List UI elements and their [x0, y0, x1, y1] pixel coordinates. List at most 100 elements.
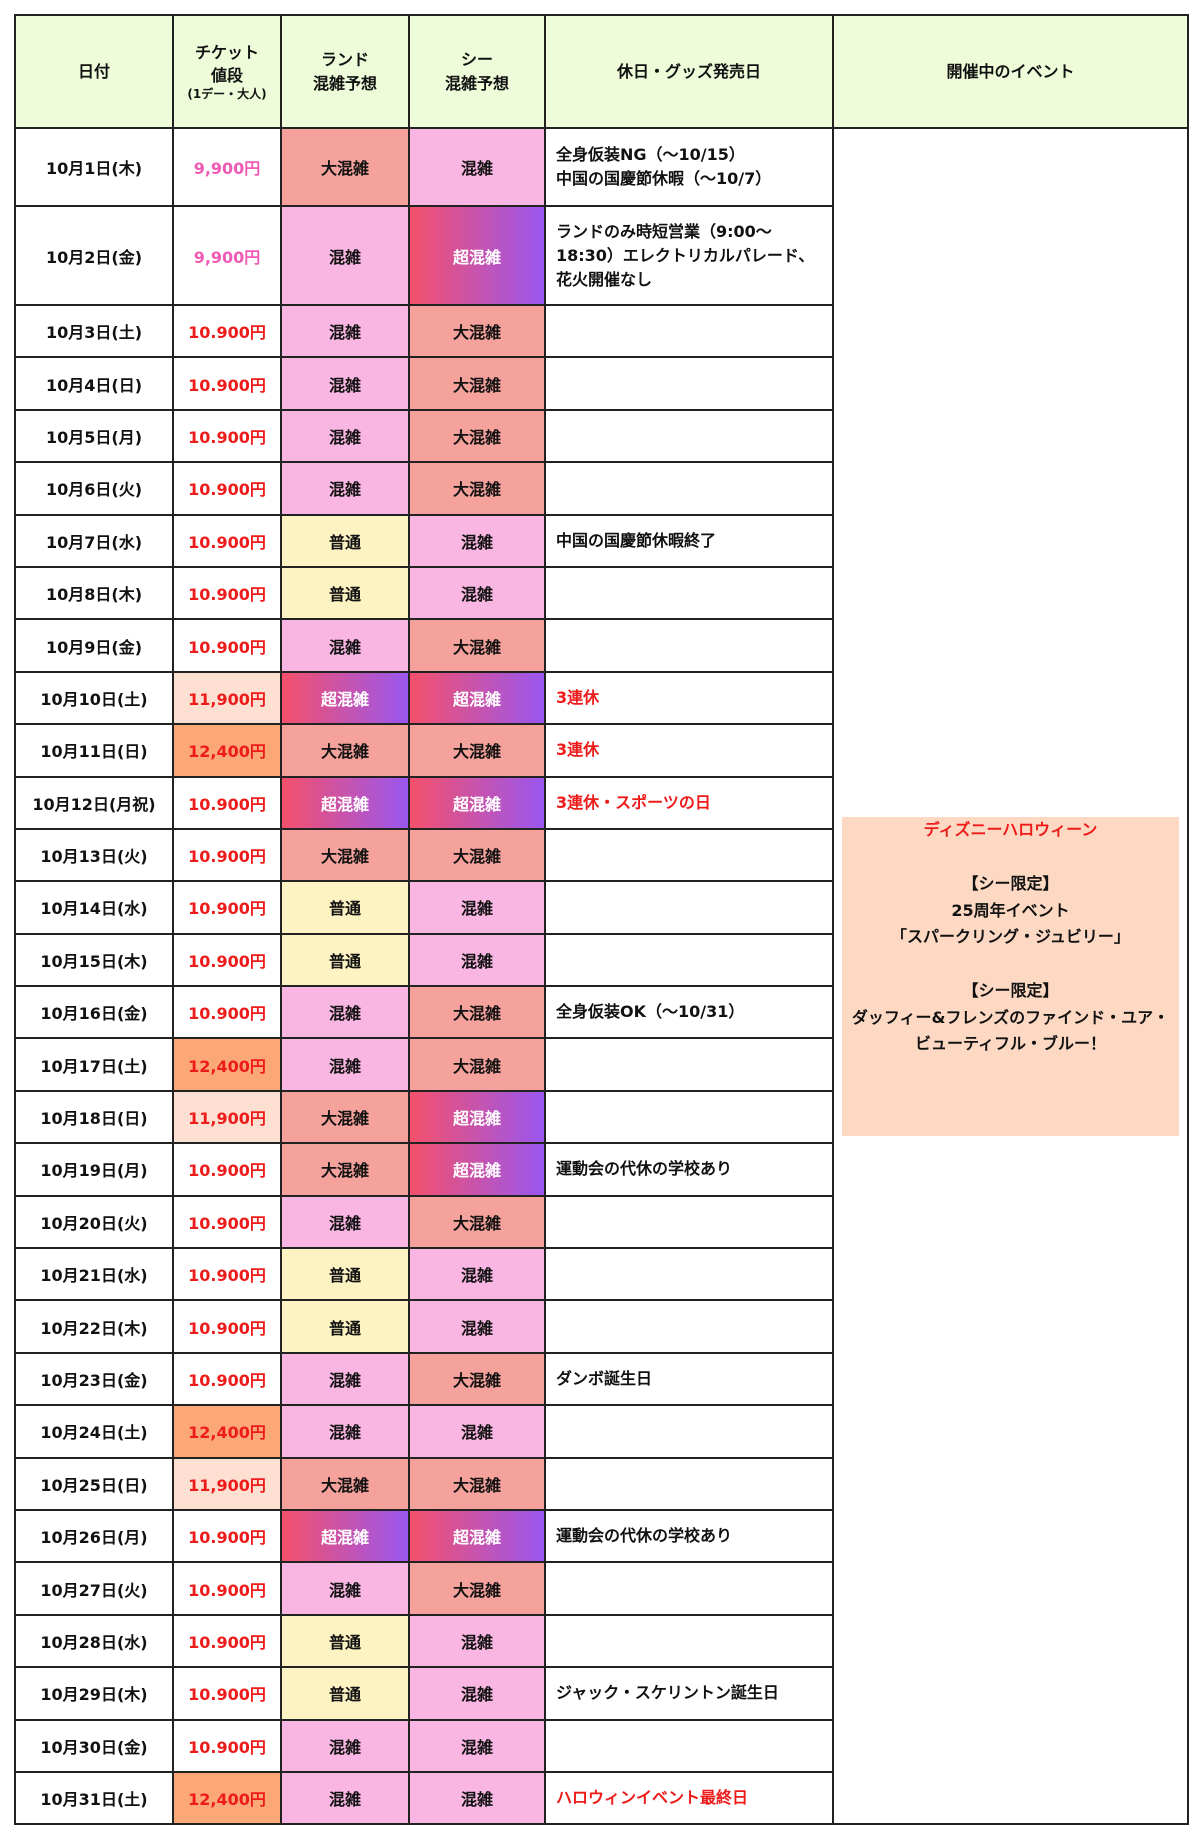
note-cell: [544, 1456, 834, 1511]
header-cell: 日付: [14, 14, 174, 129]
sea-crowd-cell: 混雑: [408, 880, 546, 935]
price-cell: 12,400円: [172, 1037, 282, 1092]
land-crowd-cell: 普通: [280, 1666, 410, 1721]
land-crowd-cell: 混雑: [280, 618, 410, 673]
sea-crowd-cell: 大混雑: [408, 1561, 546, 1616]
land-crowd-cell: 混雑: [280, 356, 410, 411]
date-cell: 10月7日(水): [14, 513, 174, 568]
date-cell: 10月20日(火): [14, 1194, 174, 1250]
table-row: 10月12日(月祝) 10.900円 超混雑 超混雑 3連休・スポーツの日: [14, 775, 1188, 830]
table-row: 10月21日(水) 10.900円 普通 混雑: [14, 1247, 1188, 1302]
note-cell: [544, 1194, 834, 1250]
schedule-table: 日付 チケット 値段 (1デー・大人) ランド 混雑予想 シー 混雑予想 休日・グッズ発売日 開催…: [14, 14, 1189, 1826]
date-cell: 10月24日(土): [14, 1404, 174, 1459]
land-crowd-cell: 混雑: [280, 1037, 410, 1092]
date-cell: 10月19日(月): [14, 1142, 174, 1197]
table-row: 10月23日(金) 10.900円 混雑 大混雑 ダンボ誕生日: [14, 1351, 1188, 1407]
table-row: 10月2日(金) 9,900円 混雑 超混雑 ランドのみ時短営業（9:00〜18:30）…: [14, 205, 1188, 306]
date-cell: 10月6日(火): [14, 461, 174, 516]
table-row: 10月27日(火) 10.900円 混雑 大混雑: [14, 1561, 1188, 1616]
land-crowd-cell: 普通: [280, 1613, 410, 1669]
header-text: 日付: [77, 61, 110, 81]
sea-crowd-cell: 混雑: [408, 1404, 546, 1459]
sea-crowd-cell: 大混雑: [408, 618, 546, 673]
note-cell: [544, 932, 834, 988]
date-cell: 10月14日(水): [14, 880, 174, 935]
sea-crowd-cell: 大混雑: [408, 461, 546, 516]
price-cell: 12,400円: [172, 1404, 282, 1459]
land-crowd-cell: 大混雑: [280, 1456, 410, 1511]
land-crowd-cell: 普通: [280, 880, 410, 935]
price-cell: 11,900円: [172, 1089, 282, 1145]
price-cell: 10.900円: [172, 1351, 282, 1407]
price-cell: 10.900円: [172, 985, 282, 1040]
header-text: 混雑予想: [312, 73, 377, 93]
note-text: 運動会の代休の学校あり: [556, 1526, 733, 1546]
sea-crowd-cell: 超混雑: [408, 1508, 546, 1564]
sea-crowd-cell: 大混雑: [408, 303, 546, 359]
table-row: 10月1日(木) 9,900円 大混雑 混雑 全身仮装NG（〜10/15） 中国の国慶節休…: [14, 126, 1189, 1826]
price-cell: 10.900円: [172, 461, 282, 516]
land-crowd-cell: 混雑: [280, 461, 410, 516]
table-row: 10月24日(土) 12,400円 混雑 混雑: [14, 1404, 1188, 1459]
note-cell: [544, 1404, 834, 1459]
sea-crowd-cell: 混雑: [408, 1718, 546, 1773]
header-text: チケット: [194, 42, 259, 62]
note-text: ダンボ誕生日: [556, 1369, 653, 1388]
table-row: 10月20日(火) 10.900円 混雑 大混雑: [14, 1194, 1188, 1250]
table-row: 10月17日(土) 12,400円 混雑 大混雑: [14, 1037, 1188, 1092]
note-cell: 運動会の代休の学校あり: [544, 1142, 834, 1197]
note-text: 3連休・スポーツの日: [556, 792, 711, 812]
table-row: 10月10日(土) 11,900円 超混雑 超混雑 3連休: [14, 670, 1188, 726]
header-text: 開催中のイベント: [946, 61, 1075, 81]
price-cell: 10.900円: [172, 1142, 282, 1197]
sea-crowd-cell: 大混雑: [408, 827, 546, 883]
land-crowd-cell: 混雑: [280, 408, 410, 464]
table-row: 10月30日(金) 10.900円 混雑 混雑: [14, 1718, 1188, 1773]
event-text: 「スパークリング・ジュビリー」: [891, 926, 1130, 946]
date-cell: 10月11日(日): [14, 723, 174, 778]
price-cell: 10.900円: [172, 565, 282, 621]
note-cell: [544, 1089, 834, 1145]
price-cell: 10.900円: [172, 827, 282, 883]
land-crowd-cell: 混雑: [280, 303, 410, 359]
date-cell: 10月3日(土): [14, 303, 174, 359]
header-cell: 休日・グッズ発売日: [544, 14, 834, 129]
header-text: シー: [460, 50, 493, 70]
sea-crowd-cell: 超混雑: [408, 775, 546, 830]
note-text: 3連休: [556, 740, 600, 760]
price-cell: 10.900円: [172, 303, 282, 359]
table-row: 10月14日(水) 10.900円 普通 混雑: [14, 880, 1188, 935]
note-text: 全身仮装NG（〜10/15）: [556, 145, 745, 164]
sea-crowd-cell: 混雑: [408, 565, 546, 621]
note-text: 運動会の代休の学校あり: [556, 1159, 733, 1179]
event-cell: ディズニーハロウィーン 【シー限定】 25周年イベント 「スパークリング・ジュビリー」…: [832, 126, 1189, 1826]
land-crowd-cell: 大混雑: [280, 1089, 410, 1145]
price-cell: 11,900円: [172, 1456, 282, 1511]
land-crowd-cell: 混雑: [280, 1561, 410, 1616]
note-cell: 3連休: [544, 723, 834, 778]
event-text: 25周年イベント: [951, 900, 1070, 920]
date-cell: 10月25日(日): [14, 1456, 174, 1511]
note-cell: [544, 1718, 834, 1773]
table-row: 10月29日(木) 10.900円 普通 混雑 ジャック・スケリントン誕生日: [14, 1666, 1188, 1721]
table-row: 10月3日(土) 10.900円 混雑 大混雑: [14, 303, 1188, 359]
land-crowd-cell: 普通: [280, 932, 410, 988]
table-row: 10月4日(日) 10.900円 混雑 大混雑: [14, 356, 1188, 411]
land-crowd-cell: 普通: [280, 513, 410, 568]
note-cell: [544, 1613, 834, 1669]
price-cell: 10.900円: [172, 1613, 282, 1669]
header-cell: 開催中のイベント: [832, 14, 1189, 129]
sea-crowd-cell: 混雑: [408, 1299, 546, 1354]
date-cell: 10月21日(水): [14, 1247, 174, 1302]
header-cell: シー 混雑予想: [408, 14, 546, 129]
sea-crowd-cell: 超混雑: [408, 205, 546, 306]
price-cell: 10.900円: [172, 1561, 282, 1616]
sea-crowd-cell: 大混雑: [408, 1351, 546, 1407]
note-cell: [544, 1037, 834, 1092]
note-text: 3連休: [556, 687, 600, 707]
note-cell: [544, 880, 834, 935]
note-cell: ジャック・スケリントン誕生日: [544, 1666, 834, 1721]
note-cell: 3連休: [544, 670, 834, 726]
